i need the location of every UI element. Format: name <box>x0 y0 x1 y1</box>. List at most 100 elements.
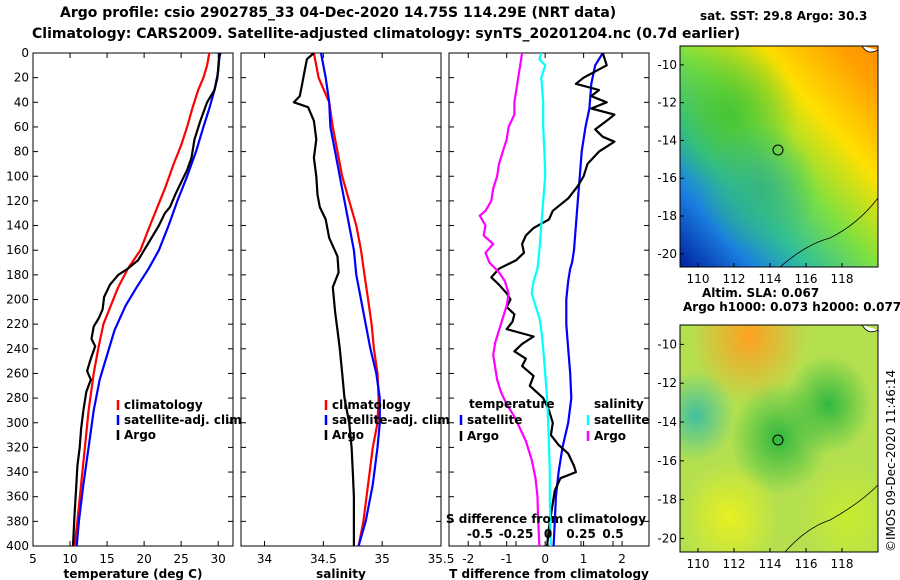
x-tick-label: 10 <box>62 552 77 566</box>
map-x-tick-label: 110 <box>687 557 710 571</box>
legend-title-temperature: temperature <box>469 397 554 411</box>
x-tick-label: 34 <box>257 552 272 566</box>
series-line-t-argo <box>490 52 616 547</box>
map-y-tick-label: -16 <box>657 171 677 185</box>
y-tick-label: 180 <box>6 268 29 282</box>
sst-map-coastline-top <box>861 45 879 53</box>
y-tick-label: 0 <box>21 46 29 60</box>
y-tick-label: 400 <box>6 539 29 553</box>
legend-label: Argo <box>332 428 364 442</box>
map-x-tick-label: 116 <box>795 557 818 571</box>
y-tick-label: 140 <box>6 219 29 233</box>
y-tick-label: 80 <box>14 145 29 159</box>
sla-map-argo-marker <box>772 434 784 446</box>
y-tick-label: 160 <box>6 243 29 257</box>
x-tick-label: -1 <box>501 552 513 566</box>
map-x-tick-label: 110 <box>687 272 710 286</box>
y-tick-label: 320 <box>6 440 29 454</box>
legend-title-salinity: salinity <box>594 397 644 411</box>
x-axis-label-salinity: S difference from climatology <box>446 512 646 526</box>
x-tick-label: 0 <box>541 552 549 566</box>
y-tick-label: 360 <box>6 490 29 504</box>
sla-map-frame <box>679 324 879 553</box>
y-tick-label: 60 <box>14 120 29 134</box>
x-tick-label: 35 <box>375 552 390 566</box>
sla-map-subtitle: Argo h1000: 0.073 h2000: 0.077 <box>683 300 900 314</box>
sla-map-coastline-top <box>861 324 879 333</box>
x-tick-label: 5 <box>29 552 37 566</box>
series-line-argo <box>71 52 222 547</box>
y-tick-label: 220 <box>6 317 29 331</box>
x-tick-label-salinity: 0 <box>544 527 552 541</box>
map-y-tick-label: -12 <box>657 96 677 110</box>
x-tick-label: 15 <box>99 552 114 566</box>
panel-difference: -2 -1 0 1 2T difference from climatology temp… <box>446 52 650 580</box>
map-x-tick-label: 114 <box>759 557 782 571</box>
sla-map-title: Altim. SLA: 0.067 <box>702 286 820 300</box>
map-y-tick-label: -10 <box>657 58 677 72</box>
legend-label: climatology <box>332 398 411 412</box>
map-x-tick-label: 112 <box>723 557 746 571</box>
x-axis-label: T difference from climatology <box>449 567 649 580</box>
y-tick-label: 260 <box>6 366 29 380</box>
x-tick-label: -2 <box>462 552 474 566</box>
legend-label: satellite <box>467 413 522 427</box>
map-x-tick-label: 114 <box>759 272 782 286</box>
map-x-tick-label: 116 <box>795 272 818 286</box>
x-tick-label-salinity: 0.25 <box>566 527 596 541</box>
y-tick-label: 200 <box>6 293 29 307</box>
y-tick-label: 120 <box>6 194 29 208</box>
map-axes-sst_map: 110 112 114 116 118 -10 -12 -14 -16 -18 -20 <box>657 58 853 286</box>
map-x-tick-label: 112 <box>723 272 746 286</box>
y-tick-label: 380 <box>6 514 29 528</box>
legend-label: satellite-adj. clim. <box>124 413 246 427</box>
panel-salinity: 34 34.5 35 35.5 salinity climatologysatellite… <box>240 52 454 580</box>
legend-label: satellite-adj. clim. <box>332 413 454 427</box>
x-tick-label: 20 <box>136 552 151 566</box>
map-y-tick-label: -16 <box>657 454 677 468</box>
sst-map-argo-marker <box>772 144 784 156</box>
x-tick-label-salinity: -0.5 <box>467 527 493 541</box>
y-tick-label: 300 <box>6 416 29 430</box>
y-tick-label: 340 <box>6 465 29 479</box>
map-x-tick-label: 118 <box>831 557 854 571</box>
sst-map <box>679 45 879 268</box>
y-tick-label: 20 <box>14 71 29 85</box>
map-y-tick-label: -18 <box>657 493 677 507</box>
x-tick-label-salinity: -0.25 <box>499 527 534 541</box>
sla-map <box>679 324 879 553</box>
panel-frame <box>240 52 442 547</box>
x-tick-label: 34.5 <box>310 552 337 566</box>
series-line-t-satellite <box>552 52 604 547</box>
x-tick-label: 2 <box>618 552 626 566</box>
y-tick-label: 240 <box>6 342 29 356</box>
series-line-argo <box>292 52 355 546</box>
legend-label: satellite <box>594 413 649 427</box>
series-line-climatology <box>312 52 380 547</box>
sst-map-patch-b <box>680 46 878 267</box>
series-line-s-satellite <box>530 52 552 547</box>
map-y-tick-label: -14 <box>657 415 677 429</box>
x-tick-label: 30 <box>211 552 226 566</box>
map-y-tick-label: -10 <box>657 337 677 351</box>
map-y-tick-label: -12 <box>657 376 677 390</box>
map-y-tick-label: -18 <box>657 209 677 223</box>
y-tick-label: 40 <box>14 95 29 109</box>
sst-map-frame <box>679 45 879 268</box>
x-axis-label: temperature (deg C) <box>64 567 203 580</box>
map-y-tick-label: -20 <box>657 531 677 545</box>
legend-label: Argo <box>467 429 499 443</box>
map-x-tick-label: 118 <box>831 272 854 286</box>
sst-map-title: sat. SST: 29.8 Argo: 30.3 <box>700 9 868 23</box>
y-tick-label: 280 <box>6 391 29 405</box>
sla-map-patch-6 <box>680 325 878 552</box>
legend-label: climatology <box>124 398 203 412</box>
legend-label: Argo <box>594 429 626 443</box>
legend-label: Argo <box>124 428 156 442</box>
map-y-tick-label: -14 <box>657 133 677 147</box>
x-axis-label: salinity <box>316 567 366 580</box>
series-line-satellite-adj-clim- <box>75 52 221 547</box>
map-y-tick-label: -20 <box>657 247 677 261</box>
panel-temperature: 0 20 40 60 80 100 120 140 160 180 200 220 240 260 280 3… <box>6 46 246 580</box>
